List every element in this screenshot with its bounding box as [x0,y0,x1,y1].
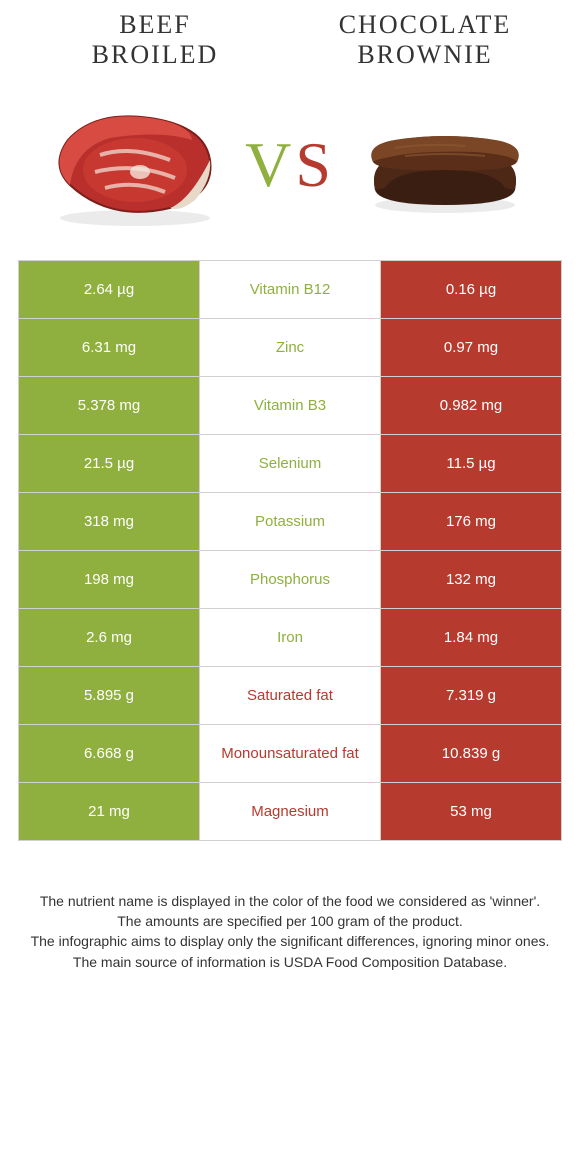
vs-s: S [295,129,335,200]
left-value-cell: 5.378 mg [19,377,200,434]
right-value-cell: 53 mg [380,783,561,840]
nutrient-label: Zinc [200,319,380,376]
brownie-image [345,100,545,230]
nutrient-label: Vitamin B12 [200,261,380,318]
table-row: 21.5 µgSelenium11.5 µg [19,434,561,492]
left-title-line2: broiled [92,40,219,69]
nutrient-label: Saturated fat [200,667,380,724]
table-row: 2.64 µgVitamin B120.16 µg [19,260,561,318]
left-title-line1: Beef [119,10,191,39]
left-value-cell: 21.5 µg [19,435,200,492]
right-value-cell: 7.319 g [380,667,561,724]
left-value-cell: 318 mg [19,493,200,550]
footnote-line: The main source of information is USDA F… [30,952,550,972]
left-value-cell: 6.668 g [19,725,200,782]
vs-v: V [245,129,295,200]
left-value-cell: 21 mg [19,783,200,840]
footnotes: The nutrient name is displayed in the co… [30,891,550,972]
footnote-line: The nutrient name is displayed in the co… [30,891,550,911]
table-row: 6.31 mgZinc0.97 mg [19,318,561,376]
table-row: 5.378 mgVitamin B30.982 mg [19,376,561,434]
table-row: 318 mgPotassium176 mg [19,492,561,550]
header-row: Beef broiled Chocolate brownie [0,0,580,70]
left-value-cell: 2.64 µg [19,261,200,318]
nutrient-label: Phosphorus [200,551,380,608]
right-value-cell: 176 mg [380,493,561,550]
right-value-cell: 0.97 mg [380,319,561,376]
right-value-cell: 1.84 mg [380,609,561,666]
right-food-title: Chocolate brownie [290,10,560,70]
right-value-cell: 132 mg [380,551,561,608]
nutrient-label: Selenium [200,435,380,492]
table-row: 6.668 gMonounsaturated fat10.839 g [19,724,561,782]
table-row: 198 mgPhosphorus132 mg [19,550,561,608]
table-row: 2.6 mgIron1.84 mg [19,608,561,666]
left-value-cell: 198 mg [19,551,200,608]
hero-row: VS [0,70,580,260]
right-value-cell: 0.982 mg [380,377,561,434]
right-value-cell: 10.839 g [380,725,561,782]
nutrient-label: Potassium [200,493,380,550]
footnote-line: The amounts are specified per 100 gram o… [30,911,550,931]
nutrient-label: Vitamin B3 [200,377,380,434]
nutrient-label: Iron [200,609,380,666]
left-value-cell: 5.895 g [19,667,200,724]
left-food-title: Beef broiled [20,10,290,70]
beef-image [35,100,235,230]
vs-label: VS [245,128,335,202]
right-title-line2: brownie [357,40,492,69]
table-row: 5.895 gSaturated fat7.319 g [19,666,561,724]
table-row: 21 mgMagnesium53 mg [19,782,561,840]
footnote-line: The infographic aims to display only the… [30,931,550,951]
left-value-cell: 2.6 mg [19,609,200,666]
left-value-cell: 6.31 mg [19,319,200,376]
right-title-line1: Chocolate [339,10,512,39]
nutrient-label: Monounsaturated fat [200,725,380,782]
nutrient-label: Magnesium [200,783,380,840]
nutrition-table: 2.64 µgVitamin B120.16 µg6.31 mgZinc0.97… [18,260,562,841]
right-value-cell: 0.16 µg [380,261,561,318]
right-value-cell: 11.5 µg [380,435,561,492]
